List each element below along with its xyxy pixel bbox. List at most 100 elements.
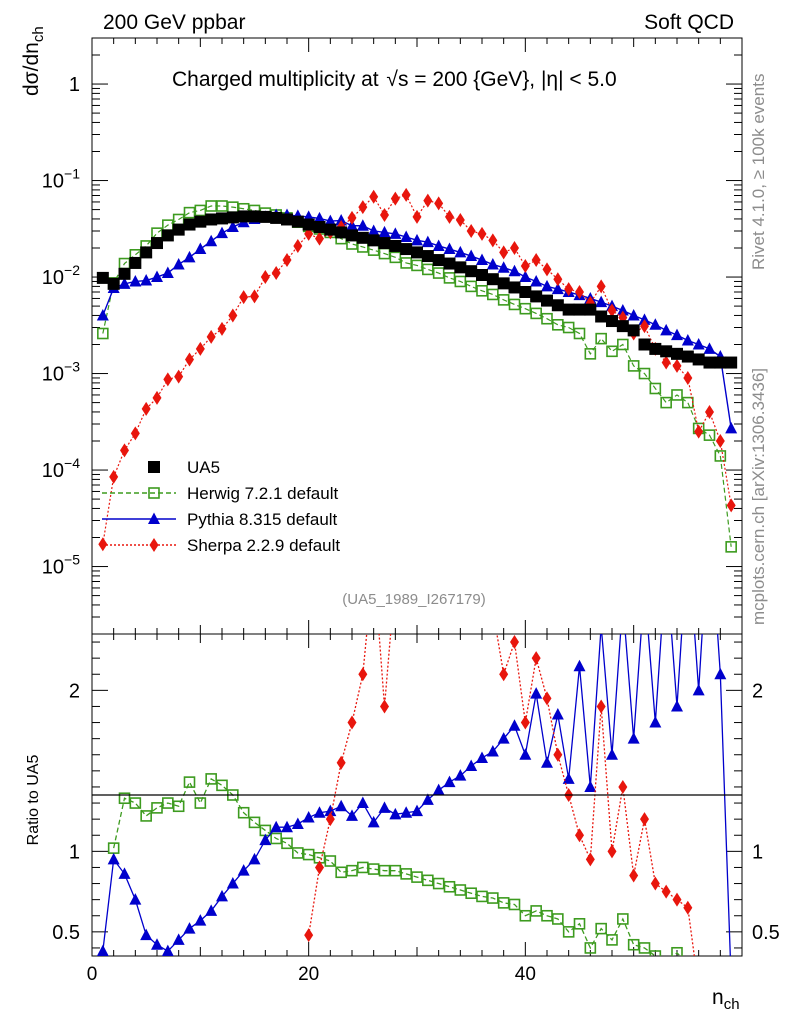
ratio-point: [541, 909, 553, 922]
data-point: [703, 356, 716, 369]
data-point: [497, 277, 510, 290]
data-point: [400, 257, 412, 269]
data-point: [649, 382, 662, 395]
data-point: [260, 270, 270, 285]
ratio-point: [575, 828, 584, 843]
ratio-point: [421, 793, 434, 805]
data-point: [510, 240, 519, 255]
data-point: [109, 469, 119, 484]
data-point: [411, 233, 423, 246]
ratio-point: [443, 880, 456, 893]
ratio-point: [400, 806, 413, 818]
data-point: [562, 321, 575, 334]
data-point: [443, 242, 456, 255]
data-point: [455, 213, 465, 228]
data-point: [324, 214, 337, 227]
data-point: [422, 263, 434, 276]
ratio-point: [140, 810, 152, 822]
data-point: [497, 261, 510, 273]
data-point: [454, 275, 467, 288]
legend-label: Sherpa 2.2.9 default: [187, 536, 340, 555]
data-point: [562, 303, 575, 316]
legend-label: UA5: [187, 458, 220, 477]
data-point: [346, 229, 358, 242]
data-point: [519, 285, 532, 298]
data-point: [541, 294, 553, 307]
data-point: [575, 284, 584, 299]
ratio-point: [672, 892, 682, 907]
data-point: [671, 328, 683, 341]
data-point: [291, 215, 304, 228]
data-point: [346, 219, 358, 231]
data-point: [217, 321, 227, 336]
ratio-point: [627, 732, 640, 744]
ratio-point: [281, 837, 293, 850]
data-point: [465, 265, 478, 278]
ratio-point: [281, 820, 293, 833]
data-point: [172, 223, 185, 236]
data-point: [97, 327, 109, 340]
data-point: [715, 433, 725, 448]
data-point: [640, 319, 649, 334]
data-point: [412, 209, 422, 224]
data-point: [282, 253, 292, 268]
ratio-point: [183, 776, 196, 788]
data-point: [281, 213, 293, 226]
ratio-point: [606, 934, 618, 946]
ratio-point: [367, 863, 380, 875]
data-point: [443, 272, 456, 284]
axis-labels: 0 20 40 1 10−1 10−2 10−3 10−4 10−5 0.5 0.5 1 1 2 2: [42, 74, 780, 985]
data-point: [606, 345, 618, 358]
data-point: [183, 206, 196, 219]
data-point: [627, 360, 640, 372]
data-point: [530, 307, 542, 320]
y-tick-label: 10−2: [42, 262, 80, 289]
data-point: [671, 347, 683, 360]
ratio-point: [346, 809, 358, 821]
ratio-point: [487, 892, 499, 904]
legend-marker: [148, 512, 160, 524]
header-right: Soft QCD: [644, 11, 734, 34]
data-point: [194, 215, 207, 228]
ratio-point: [542, 691, 552, 706]
ratio-point: [519, 909, 532, 922]
data-point: [96, 308, 109, 321]
data-point: [389, 239, 402, 252]
ratio-point: [692, 683, 705, 696]
data-point: [367, 224, 380, 237]
ratio-point: [671, 946, 683, 956]
data-point: [616, 304, 629, 316]
ratio-point: [595, 922, 607, 935]
data-point: [476, 253, 488, 266]
data-point: [584, 348, 597, 360]
data-point: [627, 324, 640, 337]
data-point: [129, 256, 142, 269]
ratio-point: [465, 887, 477, 900]
data-point: [519, 270, 532, 283]
data-point: [551, 299, 564, 312]
data-point: [423, 193, 433, 208]
data-point: [380, 207, 389, 222]
ratio-point: [661, 884, 671, 899]
ratio-tick-label-right: 1: [752, 841, 763, 863]
ratio-point: [552, 913, 564, 925]
data-point: [356, 219, 369, 231]
ratio-point: [629, 868, 639, 883]
ratio-point: [325, 812, 335, 827]
data-point: [595, 295, 608, 308]
data-point: [681, 334, 694, 346]
data-point: [118, 267, 131, 280]
ratio-point: [151, 802, 163, 814]
analysis-id: (UA5_1989_I267179): [342, 591, 485, 608]
data-point: [432, 254, 445, 267]
legend-marker: [149, 538, 159, 552]
ratio-point: [96, 944, 109, 956]
data-point: [216, 212, 228, 225]
data-point: [411, 259, 423, 272]
ratio-point: [432, 783, 445, 796]
data-point: [465, 249, 478, 262]
data-point: [347, 210, 357, 225]
ratio-tick-label-right: 2: [752, 680, 763, 702]
ratio-point: [508, 898, 521, 911]
ratio-point: [617, 913, 629, 925]
